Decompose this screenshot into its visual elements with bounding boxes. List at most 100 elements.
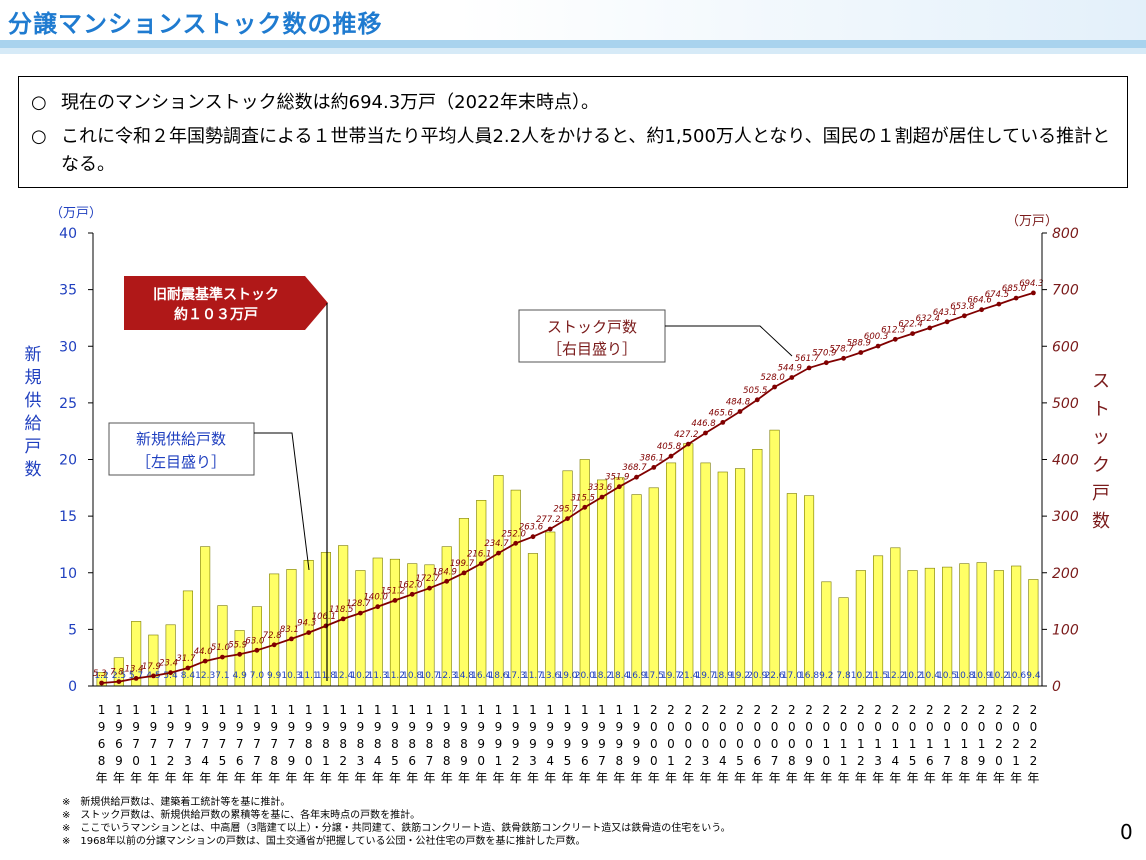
x-category-char: 0 xyxy=(822,754,830,768)
supply-value-label: 11.7 xyxy=(523,671,543,681)
x-category-char: 0 xyxy=(840,720,848,734)
x-category-char: 2 xyxy=(736,703,744,717)
x-category-char: 2 xyxy=(702,703,710,717)
x-category-char: 1 xyxy=(184,703,192,717)
stock-point xyxy=(392,598,398,603)
x-category-char: 年 xyxy=(751,771,763,785)
x-category-char: 年 xyxy=(838,771,850,785)
supply-bar xyxy=(631,494,642,687)
x-category-char: 1 xyxy=(150,703,158,717)
supply-value-label: 10.6 xyxy=(1006,671,1026,681)
stock-point xyxy=(858,350,864,355)
supply-value-label: 11.2 xyxy=(385,671,405,681)
x-category-char: 1 xyxy=(943,737,951,751)
x-category-char: 2 xyxy=(978,703,986,717)
stock-point xyxy=(306,630,312,635)
left-tick-label: 15 xyxy=(59,509,77,525)
left-tick-label: 0 xyxy=(68,679,77,695)
stock-point xyxy=(737,409,743,414)
x-category-char: 0 xyxy=(822,720,830,734)
x-category-char: 7 xyxy=(288,737,296,751)
stock-point xyxy=(651,465,657,470)
x-category-char: 8 xyxy=(443,754,451,768)
footnote: ※ 新規供給戸数は、建築着工統計等を基に推計。 xyxy=(62,797,291,808)
supply-value-label: 12.4 xyxy=(333,671,353,681)
x-category-char: 9 xyxy=(633,720,641,734)
x-category-label: 2 0 1 9 年 xyxy=(976,703,988,785)
stock-value-label: 570.9 xyxy=(812,349,836,359)
x-category-char: 1 xyxy=(633,703,641,717)
x-category-label: 2 0 0 5 年 xyxy=(734,703,746,785)
x-category-char: 8 xyxy=(374,737,382,751)
x-category-char: 9 xyxy=(477,720,485,734)
supply-bar xyxy=(545,531,556,687)
right-tick-label: 700 xyxy=(1052,283,1079,299)
x-category-char: 0 xyxy=(736,737,744,751)
x-category-char: 3 xyxy=(529,754,537,768)
x-category-label: 1 9 6 9 年 xyxy=(113,703,125,785)
stock-point xyxy=(99,680,104,686)
supply-value-label: 10.9 xyxy=(972,671,992,681)
x-category-label: 1 9 9 0 年 xyxy=(475,703,487,785)
x-category-char: 1 xyxy=(270,703,278,717)
x-category-char: 7 xyxy=(598,754,606,768)
supply-value-label: 12.3 xyxy=(437,671,457,681)
chart: 1.22.55.74.55.48.412.37.14.97.09.910.311… xyxy=(25,206,1111,785)
supply-bar xyxy=(648,487,659,687)
x-category-char: 7 xyxy=(167,737,175,751)
footnote: ※ ストック戸数は、新規供給戸数の累積等を基に、各年末時点の戸数を推計。 xyxy=(62,810,421,821)
x-category-char: 2 xyxy=(719,703,727,717)
x-category-char: 0 xyxy=(132,754,140,768)
summary-bullet-1: ○ 現在のマンションストック総数は約694.3万戸（2022年末時点）。 xyxy=(31,89,1111,117)
x-category-label: 1 9 6 8 年 xyxy=(96,703,108,785)
x-category-char: 年 xyxy=(907,771,919,785)
supply-bar xyxy=(924,567,935,687)
bullet-mark: ○ xyxy=(31,126,47,147)
left-tick-label: 5 xyxy=(68,622,77,638)
stock-point xyxy=(789,375,795,380)
right-axis-title-char: ク xyxy=(1092,455,1110,476)
stock-value-label: 23.4 xyxy=(159,659,178,669)
x-category-char: 年 xyxy=(561,771,573,785)
stock-value-label: 351.9 xyxy=(605,473,629,483)
supply-value-label: 16.9 xyxy=(626,671,646,681)
x-category-char: 2 xyxy=(1030,737,1038,751)
supply-value-label: 17.3 xyxy=(506,671,526,681)
x-category-char: 年 xyxy=(855,771,867,785)
x-category-label: 2 0 0 7 年 xyxy=(769,703,781,785)
supply-value-label: 9.4 xyxy=(1026,671,1041,681)
x-category-char: 年 xyxy=(682,771,694,785)
old-stock-callout-line1: 旧耐震基準ストック xyxy=(153,286,279,303)
stock-point xyxy=(220,654,225,660)
supply-value-label: 19.2 xyxy=(730,671,750,681)
stock-value-label: 484.8 xyxy=(726,398,751,408)
x-category-char: 年 xyxy=(113,771,125,785)
stock-value-label: 405.8 xyxy=(657,442,682,452)
x-category-char: 年 xyxy=(769,771,781,785)
x-category-char: 9 xyxy=(633,754,641,768)
x-category-char: 0 xyxy=(650,737,658,751)
stock-value-label: 140.0 xyxy=(364,593,388,603)
x-category-char: 1 xyxy=(961,737,969,751)
x-category-char: 1 xyxy=(512,703,520,717)
x-category-char: 6 xyxy=(581,754,589,768)
stock-value-label: 72.8 xyxy=(263,631,283,641)
x-category-char: 2 xyxy=(1012,737,1020,751)
supply-bar xyxy=(786,493,797,687)
x-category-label: 1 9 9 9 年 xyxy=(630,703,642,785)
x-category-char: 年 xyxy=(354,771,366,785)
x-category-char: 年 xyxy=(924,771,936,785)
x-category-char: 9 xyxy=(529,720,537,734)
stock-point xyxy=(409,591,415,597)
x-category-char: 年 xyxy=(458,771,470,785)
supply-value-label: 9.2 xyxy=(819,671,833,681)
x-category-label: 1 9 7 4 年 xyxy=(199,703,211,785)
x-category-char: 9 xyxy=(495,737,503,751)
x-category-label: 1 9 7 0 年 xyxy=(130,703,142,785)
x-category-char: 9 xyxy=(581,720,589,734)
x-category-char: 2 xyxy=(753,703,761,717)
x-category-char: 年 xyxy=(1010,771,1022,785)
x-category-label: 2 0 0 1 年 xyxy=(665,703,677,785)
x-category-char: 1 xyxy=(840,754,848,768)
x-axis-category-labels: 1968年1969年1970年1971年1972年1973年1974年1975年… xyxy=(96,703,1040,785)
